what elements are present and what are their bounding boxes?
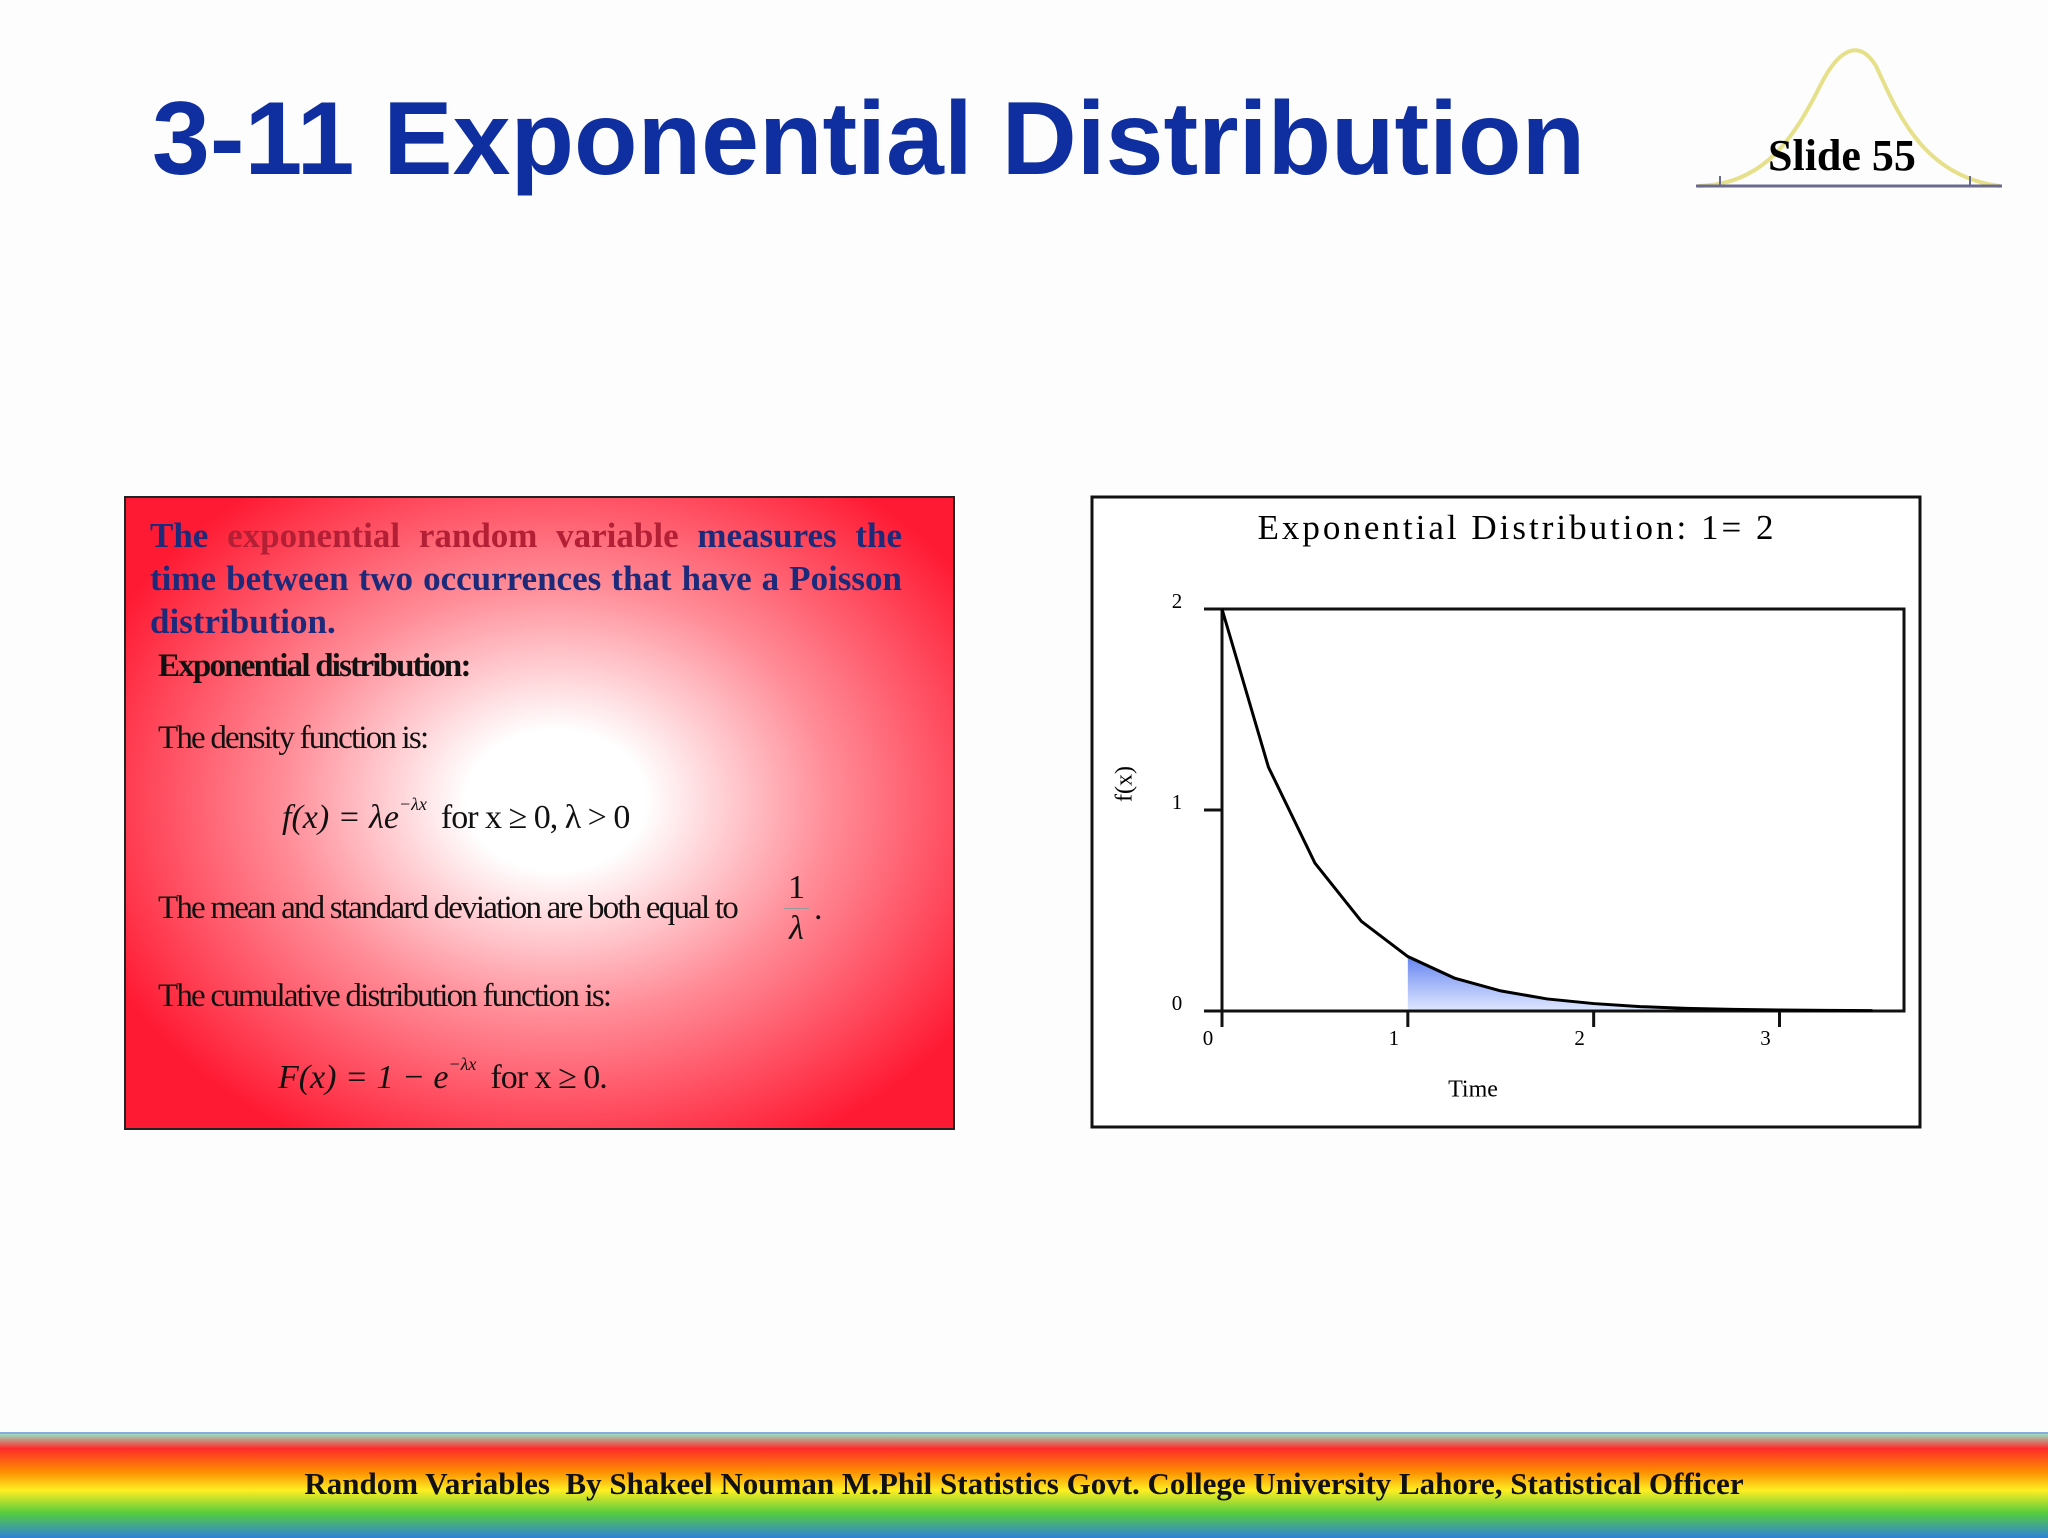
density-label: The density function is: [158, 720, 429, 756]
density-formula: f(x) = λe−λx for x ≥ 0, λ > 0 [282, 794, 630, 837]
y-tick-label: 0 [1172, 991, 1183, 1015]
intro-highlight: exponential random variable [227, 516, 679, 555]
exponent: −λx [448, 1054, 477, 1074]
formula: F(x) = 1 − e [278, 1059, 449, 1096]
heading: Exponential distribution: [158, 648, 471, 684]
definition-box: The exponential random variable measures… [124, 496, 955, 1130]
density-curve [1220, 608, 1873, 1013]
bell-curve [1697, 48, 2001, 188]
chart-frame [1090, 495, 1922, 1129]
bell-curve-logo [1696, 48, 2002, 188]
y-tick-label: 2 [1172, 589, 1183, 613]
x-tick-label: 1 [1389, 1026, 1400, 1050]
x-tick-label: 2 [1574, 1026, 1585, 1050]
slide-number: Slide 55 [1768, 131, 1916, 180]
intro-text: The exponential random variable measures… [150, 516, 902, 641]
shaded-area [1407, 956, 1873, 1011]
intro-paragraph: The exponential random variable measures… [150, 514, 902, 643]
mean-label: The mean and standard deviation are both… [158, 890, 739, 926]
numerator: 1 [784, 868, 809, 909]
chart-title: Exponential Distribution: 1= 2 [1257, 508, 1776, 547]
intro-end: measures the time between two occurrence… [150, 516, 903, 641]
fraction: 1 λ [784, 868, 809, 949]
condition: for x ≥ 0. [490, 1059, 607, 1096]
y-tick-label: 1 [1172, 790, 1183, 814]
intro-start: The [150, 516, 209, 555]
mean-end: . [814, 890, 823, 927]
cdf-formula: F(x) = 1 − e−λx for x ≥ 0. [278, 1054, 608, 1097]
condition: for x ≥ 0, λ > 0 [440, 799, 630, 836]
x-axis-label: Time [1448, 1077, 1498, 1103]
slide-title: 3-11 Exponential Distribution [152, 81, 1586, 197]
formula: f(x) = λe [282, 799, 399, 836]
y-axis-label: f(x) [1112, 766, 1138, 802]
footer-text: Random Variables By Shakeel Nouman M.Phi… [304, 1466, 1744, 1501]
exponent: −λx [398, 794, 427, 814]
x-tick-label: 0 [1203, 1026, 1214, 1050]
cdf-label: The cumulative distribution function is: [158, 978, 612, 1014]
denominator: λ [789, 910, 804, 947]
footer: Random Variables By Shakeel Nouman M.Phi… [0, 1432, 2048, 1538]
x-tick-label: 3 [1760, 1026, 1771, 1050]
